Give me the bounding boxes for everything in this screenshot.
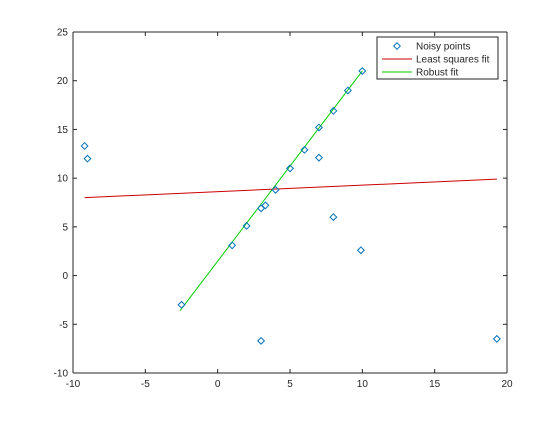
legend-label: Noisy points xyxy=(416,42,470,53)
series-line-1 xyxy=(84,178,497,199)
x-tick-label: -5 xyxy=(141,379,150,390)
series-line-2 xyxy=(179,70,363,311)
data-point xyxy=(358,66,367,75)
data-point xyxy=(177,300,186,309)
data-point xyxy=(329,106,338,115)
y-tick-label: -10 xyxy=(54,369,69,380)
data-point xyxy=(343,86,352,95)
x-tick-label: 15 xyxy=(429,379,441,390)
data-point xyxy=(80,141,89,150)
data-point xyxy=(228,241,237,250)
y-tick-label: -5 xyxy=(59,320,68,331)
y-tick-label: 0 xyxy=(62,271,68,282)
legend-label: Robust fit xyxy=(416,68,458,79)
y-tick-label: 25 xyxy=(57,28,69,39)
data-point xyxy=(356,246,365,255)
y-tick-label: 5 xyxy=(62,222,68,233)
x-tick-label: -10 xyxy=(66,379,81,390)
y-tick-label: 10 xyxy=(57,174,69,185)
x-tick-label: 5 xyxy=(287,379,293,390)
data-point xyxy=(261,201,270,210)
legend-marker xyxy=(392,41,402,51)
data-point xyxy=(83,154,92,163)
plot-area xyxy=(73,32,507,373)
data-point xyxy=(271,185,280,194)
y-tick-label: 20 xyxy=(57,76,69,87)
data-point xyxy=(314,153,323,162)
x-tick-label: 20 xyxy=(501,379,513,390)
legend-label: Least squares fit xyxy=(416,55,490,66)
data-point xyxy=(257,336,266,345)
data-point xyxy=(300,145,309,154)
data-point xyxy=(242,221,251,230)
x-tick-label: 0 xyxy=(215,379,221,390)
y-tick-label: 15 xyxy=(57,125,69,136)
x-tick-label: 10 xyxy=(357,379,369,390)
data-point xyxy=(314,123,323,132)
data-point xyxy=(285,164,295,173)
data-point xyxy=(329,213,338,222)
data-point xyxy=(492,334,501,343)
